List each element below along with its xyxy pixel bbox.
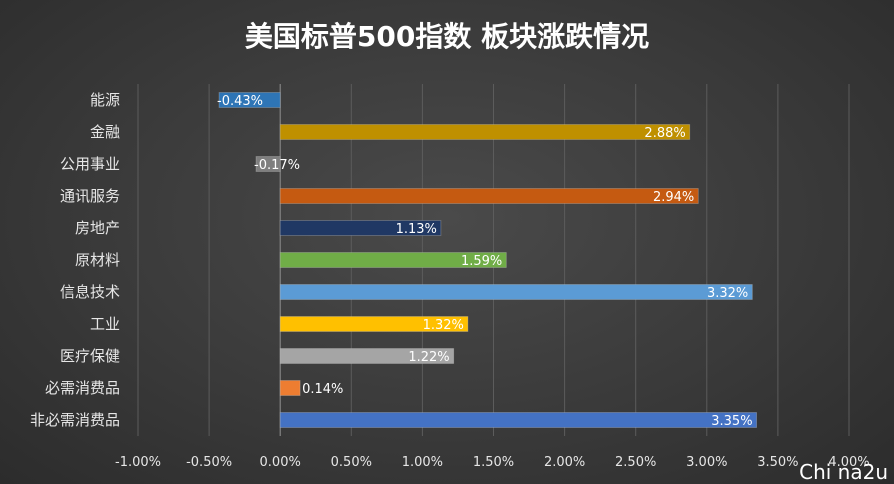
bar xyxy=(255,156,281,172)
watermark: Chi na2u xyxy=(799,460,888,484)
category-label: 能源 xyxy=(90,91,120,109)
bar xyxy=(279,348,455,364)
bar xyxy=(279,316,469,332)
data-label: 1.13% xyxy=(396,222,437,237)
bar xyxy=(279,188,699,204)
data-label: 3.32% xyxy=(707,286,748,301)
category-label: 非必需消费品 xyxy=(30,411,120,429)
bar xyxy=(279,252,507,268)
x-tick-label: 1.50% xyxy=(473,455,514,470)
category-label: 信息技术 xyxy=(60,283,120,301)
category-label: 原材料 xyxy=(75,251,120,269)
x-tick-label: 4.00% xyxy=(828,455,869,470)
bar xyxy=(218,92,281,108)
bar xyxy=(279,412,757,428)
x-tick-label: -0.50% xyxy=(186,455,232,470)
category-label: 通讯服务 xyxy=(60,187,120,205)
bar xyxy=(279,220,442,236)
bar xyxy=(279,380,301,396)
data-label: 2.88% xyxy=(644,126,685,141)
data-label: 0.14% xyxy=(302,382,343,397)
data-label: -0.17% xyxy=(254,158,300,173)
data-label: 2.94% xyxy=(653,190,694,205)
category-label: 医疗保健 xyxy=(60,347,120,365)
x-tick-label: 1.00% xyxy=(402,455,443,470)
data-label: 3.35% xyxy=(711,414,752,429)
x-tick-labels: -1.00% -0.50% 0.00% 0.50% 1.00% 1.50% 2.00% 2.5… xyxy=(115,455,870,470)
category-label: 房地产 xyxy=(75,219,120,237)
bar xyxy=(279,284,753,300)
x-tick-label: -1.00% xyxy=(115,455,161,470)
data-label: 1.59% xyxy=(461,254,502,269)
category-label: 金融 xyxy=(90,123,120,141)
x-tick-label: 2.00% xyxy=(544,455,585,470)
bars xyxy=(218,92,757,428)
data-labels: -0.43% 2.88% -0.17% 2.94% 1.13% 1.59% 3.32% 1.3… xyxy=(217,94,753,429)
x-tick-label: 3.00% xyxy=(686,455,727,470)
data-label: 1.22% xyxy=(408,350,449,365)
category-label: 公用事业 xyxy=(60,155,120,173)
data-label: 1.32% xyxy=(423,318,464,333)
bar xyxy=(279,124,691,140)
x-tick-label: 0.00% xyxy=(260,455,301,470)
x-tick-label: 0.50% xyxy=(331,455,372,470)
chart-title: 美国标普500指数 板块涨跌情况 xyxy=(245,20,649,53)
data-label: -0.43% xyxy=(217,94,263,109)
category-label: 必需消费品 xyxy=(45,379,120,397)
x-tick-label: 3.50% xyxy=(757,455,798,470)
category-label: 工业 xyxy=(90,315,120,333)
x-tick-label: 2.50% xyxy=(615,455,656,470)
